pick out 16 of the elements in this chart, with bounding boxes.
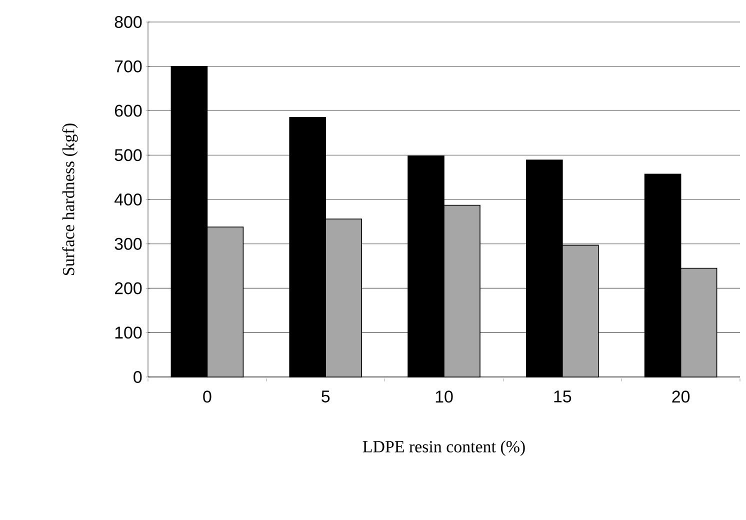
y-axis-title: Surface hardness (kgf) <box>62 124 78 275</box>
y-tick-label: 100 <box>115 326 142 339</box>
y-tick-label: 300 <box>114 238 142 250</box>
y-tick-label: 500 <box>114 149 142 162</box>
y-tick-label: 700 <box>114 60 142 72</box>
x-tick-label: 20 <box>672 390 690 403</box>
y-tick-label: 600 <box>114 104 142 117</box>
y-tick-label: 800 <box>114 16 142 28</box>
x-tick-label: 15 <box>554 390 572 402</box>
x-axis-title: LDPE resin content (%) <box>362 440 525 456</box>
y-tick-label: 200 <box>114 282 142 294</box>
x-tick-label: 10 <box>436 390 453 403</box>
y-tick-label: 0 <box>134 370 142 383</box>
x-tick-label: 5 <box>322 390 330 402</box>
y-tick-label: 400 <box>114 193 142 206</box>
x-tick-label: 0 <box>203 390 212 403</box>
